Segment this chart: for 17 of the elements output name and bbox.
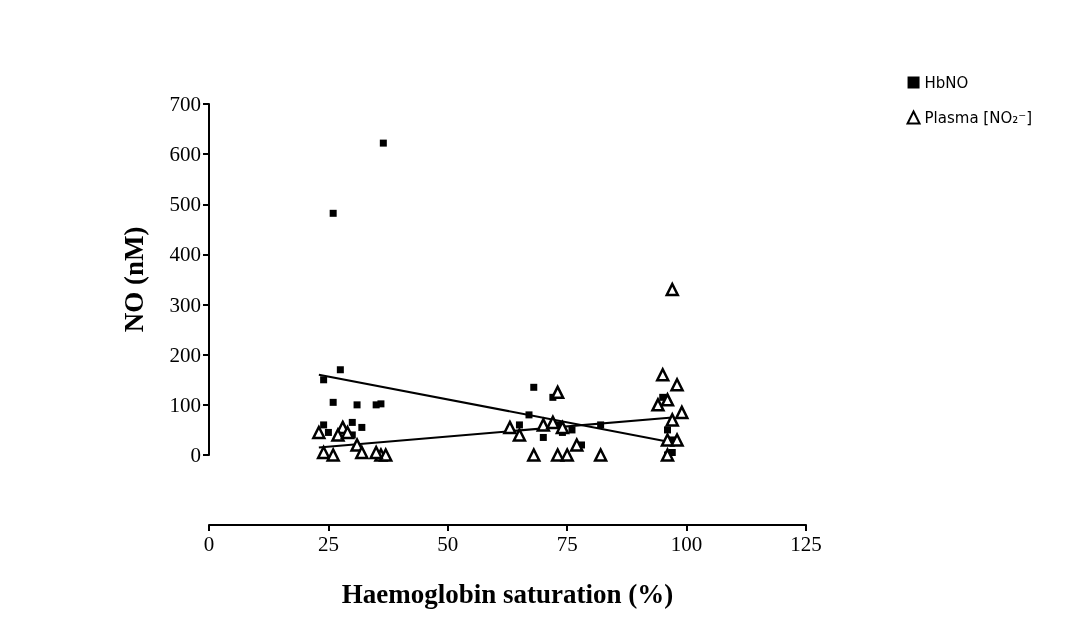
x-tick-label: 50 bbox=[437, 531, 459, 556]
y-tick-label: 100 bbox=[169, 392, 201, 417]
y-tick-label: 700 bbox=[169, 92, 201, 116]
y-axis-title: NO (nM) bbox=[118, 226, 149, 333]
y-tick-label: 400 bbox=[169, 242, 201, 267]
x-tick-label: 100 bbox=[670, 531, 703, 556]
legend-label: Plasma [NO₂⁻] bbox=[924, 108, 1033, 127]
x-tick-label: 75 bbox=[556, 531, 578, 556]
y-tick-label: 500 bbox=[169, 192, 201, 217]
y-tick-label: 300 bbox=[169, 292, 201, 317]
y-tick-label: 0 bbox=[190, 443, 201, 467]
y-tick-label: 200 bbox=[169, 342, 201, 367]
x-tick-label: 25 bbox=[317, 531, 339, 556]
y-tick-label: 600 bbox=[169, 142, 201, 167]
x-axis-title: Haemoglobin saturation (%) bbox=[341, 578, 674, 609]
legend-label: HbNO bbox=[924, 73, 969, 92]
x-tick-label: 125 bbox=[790, 531, 822, 556]
